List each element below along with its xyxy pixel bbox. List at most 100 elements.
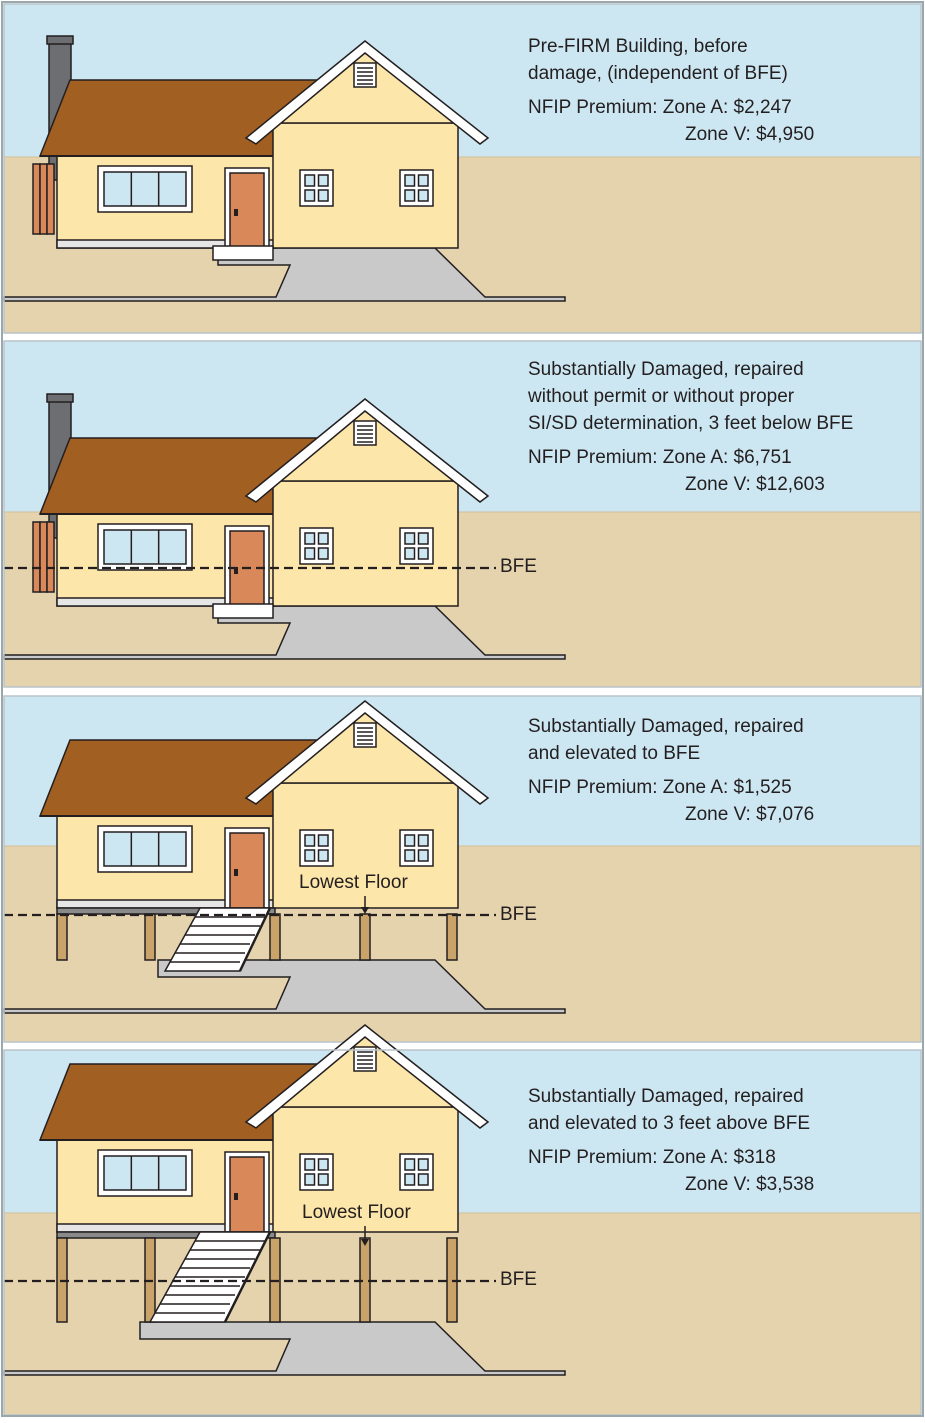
window — [399, 1153, 434, 1191]
window-pane — [404, 1158, 416, 1171]
premium-zone-a: NFIP Premium: Zone A: $6,751 — [528, 447, 792, 468]
stairs — [163, 907, 272, 972]
window-pane — [304, 174, 316, 187]
entry-step — [212, 245, 274, 261]
description-line: Substantially Damaged, repaired — [528, 1086, 804, 1107]
stair-stringer — [223, 1231, 272, 1323]
window-pane — [304, 834, 316, 847]
description-line: without permit or without proper — [528, 386, 795, 407]
gable-trim — [244, 700, 490, 805]
vent-frame — [353, 62, 377, 88]
panel-border — [3, 3, 922, 334]
house — [38, 1024, 490, 1323]
door — [224, 167, 270, 249]
window-glass — [103, 831, 187, 867]
panel-4-description: Substantially Damaged, repaired and elev… — [528, 1083, 814, 1137]
panel-1-caption: Pre-FIRM Building, before damage, (indep… — [528, 33, 814, 148]
lowest-floor-label: Lowest Floor — [302, 1202, 411, 1223]
fence-board — [39, 163, 48, 235]
down-arrow-icon — [361, 1226, 369, 1246]
premium-zone-v: Zone V: $12,603 — [685, 474, 825, 495]
panel-1-description: Pre-FIRM Building, before damage, (indep… — [528, 33, 814, 87]
window-pane — [404, 834, 416, 847]
premium-zone-a: NFIP Premium: Zone A: $2,247 — [528, 97, 792, 118]
description-line: and elevated to 3 feet above BFE — [528, 1113, 811, 1134]
window-pane — [317, 849, 329, 862]
window — [399, 829, 434, 867]
fence-board — [39, 521, 48, 593]
fence-board — [32, 521, 41, 593]
door — [224, 827, 270, 909]
fence — [32, 521, 55, 593]
bfe-label: BFE — [500, 904, 537, 925]
window-pane — [417, 189, 429, 202]
gable-vent — [353, 722, 377, 748]
piling — [446, 913, 458, 961]
house — [32, 393, 490, 619]
window-pane — [417, 834, 429, 847]
window — [299, 527, 334, 565]
panel-3-illustration — [3, 695, 922, 1043]
window-pane — [317, 189, 329, 202]
window-pane — [404, 174, 416, 187]
chimney-cap — [46, 35, 74, 45]
entry-step — [212, 603, 274, 619]
window-pane — [317, 547, 329, 560]
vent-frame — [353, 420, 377, 446]
window — [97, 523, 193, 571]
piling — [269, 913, 281, 961]
window — [299, 829, 334, 867]
floor-beam — [56, 1231, 276, 1239]
window-pane — [404, 547, 416, 560]
window-pane — [404, 189, 416, 202]
vent-frame — [353, 722, 377, 748]
window — [299, 1153, 334, 1191]
window-pane — [417, 532, 429, 545]
fence-board — [46, 521, 55, 593]
window — [299, 169, 334, 207]
gable-vent — [353, 1046, 377, 1072]
window-pane — [304, 547, 316, 560]
gable-trim — [244, 40, 490, 145]
panel-3-caption: Substantially Damaged, repaired and elev… — [528, 713, 814, 828]
window-pane — [317, 174, 329, 187]
panel-border — [3, 695, 922, 1043]
gable-vent — [353, 62, 377, 88]
window-pane — [304, 1158, 316, 1171]
panel-2-description: Substantially Damaged, repaired without … — [528, 356, 853, 437]
house — [38, 700, 490, 972]
fence-board — [46, 163, 55, 235]
gable-trim — [244, 398, 490, 503]
window-pane — [404, 532, 416, 545]
description-line: SI/SD determination, 3 feet below BFE — [528, 413, 854, 434]
window-pane — [417, 1173, 429, 1186]
window-pane — [317, 532, 329, 545]
premium-zone-v: Zone V: $4,950 — [685, 124, 815, 145]
walkway — [3, 959, 566, 1014]
walkway — [3, 1321, 566, 1376]
premium-zone-a: NFIP Premium: Zone A: $1,525 — [528, 777, 792, 798]
window — [97, 825, 193, 873]
window-pane — [317, 834, 329, 847]
window-glass — [103, 529, 187, 565]
stairs — [148, 1231, 272, 1323]
description-line: damage, (independent of BFE) — [528, 63, 788, 84]
door-knob — [234, 209, 238, 216]
gable-trim — [244, 1024, 490, 1129]
arrow-head — [361, 1239, 369, 1246]
panel-3-description: Substantially Damaged, repaired and elev… — [528, 713, 814, 767]
panel-border — [3, 340, 922, 688]
ground — [4, 1213, 921, 1415]
house — [32, 35, 490, 261]
window — [97, 1149, 193, 1197]
window — [399, 527, 434, 565]
window-pane — [404, 849, 416, 862]
window-pane — [304, 849, 316, 862]
window — [399, 169, 434, 207]
panel-4-illustration — [3, 1024, 922, 1416]
down-arrow-icon — [361, 896, 369, 914]
premium-zone-a: NFIP Premium: Zone A: $318 — [528, 1147, 776, 1168]
